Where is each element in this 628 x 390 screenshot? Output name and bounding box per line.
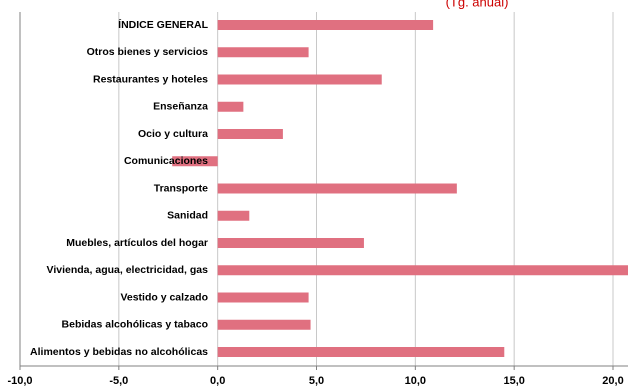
bar <box>217 292 309 303</box>
category-label: Comunicaciones <box>124 155 208 167</box>
x-tick-label: 20,0 <box>602 375 623 387</box>
bar <box>217 238 364 248</box>
bar <box>217 101 244 112</box>
category-label: Otros bienes y servicios <box>87 46 209 58</box>
bar <box>217 319 311 330</box>
chart-title-fragment: (Tg. anual) <box>446 0 509 9</box>
category-label: ÍNDICE GENERAL <box>118 18 208 31</box>
category-label: Ocio y cultura <box>138 128 208 140</box>
x-axis: -10,0 -5,0 0,0 5,0 10,0 15,0 20,0 <box>7 365 628 387</box>
bar <box>217 20 434 30</box>
category-label: Restaurantes y hoteles <box>93 73 208 85</box>
x-tick-label: -5,0 <box>109 375 128 387</box>
x-tick-label: 15,0 <box>503 375 524 387</box>
category-label: Sanidad <box>167 210 208 222</box>
bar <box>217 129 283 139</box>
category-label: Transporte <box>154 182 208 194</box>
bar <box>217 183 457 194</box>
bar <box>172 156 218 167</box>
x-tick-label: 5,0 <box>309 375 324 387</box>
category-label: Vivienda, agua, electricidad, gas <box>47 264 209 276</box>
category-labels: ÍNDICE GENERAL Otros bienes y servicios Re… <box>30 18 209 358</box>
bar <box>217 265 628 276</box>
x-tick-label: -10,0 <box>7 375 32 387</box>
category-label: Vestido y calzado <box>120 291 208 303</box>
bar <box>217 74 382 85</box>
x-tick-label: 0,0 <box>210 375 225 387</box>
bar <box>217 47 309 58</box>
bar <box>217 347 505 357</box>
bar <box>217 210 250 221</box>
category-label: Muebles, artículos del hogar <box>66 237 208 249</box>
category-label: Alimentos y bebidas no alcohólicas <box>30 346 208 358</box>
category-label: Enseñanza <box>153 101 208 113</box>
category-label: Bebidas alcohólicas y tabaco <box>62 319 208 331</box>
bars <box>172 20 628 357</box>
x-tick-label: 10,0 <box>405 375 426 387</box>
